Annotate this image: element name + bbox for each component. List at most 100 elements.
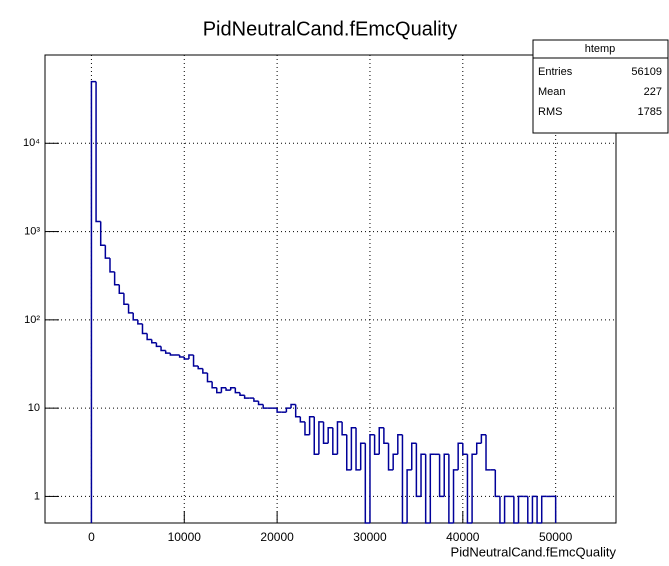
histogram-bin bbox=[359, 442, 366, 470]
histogram-bin bbox=[457, 442, 463, 470]
histogram-bin bbox=[164, 350, 171, 354]
histogram-bin bbox=[318, 421, 324, 455]
histogram-bin bbox=[141, 323, 148, 335]
histogram-bin bbox=[257, 401, 264, 406]
histogram-bin bbox=[327, 426, 333, 444]
histogram-bin bbox=[387, 443, 394, 471]
y-tick-label: 10² bbox=[24, 314, 40, 326]
x-tick-label: 20000 bbox=[260, 530, 294, 544]
histogram-bin bbox=[499, 496, 505, 524]
histogram-bin bbox=[448, 454, 454, 524]
histogram-bin bbox=[517, 495, 524, 523]
stats-value: 56109 bbox=[631, 66, 662, 78]
histogram-bin bbox=[415, 443, 422, 498]
histogram-bin bbox=[313, 416, 319, 456]
histogram-bin bbox=[123, 293, 129, 306]
histogram-bin bbox=[155, 342, 162, 348]
histogram-bin bbox=[373, 434, 380, 456]
histogram-bin bbox=[332, 427, 338, 456]
histogram-bin bbox=[225, 387, 231, 391]
histogram-bin bbox=[104, 245, 110, 259]
x-tick-label: 0 bbox=[88, 530, 95, 544]
histogram-bin bbox=[531, 495, 538, 523]
histogram-bin bbox=[90, 80, 97, 523]
histogram-bin bbox=[262, 404, 268, 409]
histogram-bin bbox=[443, 453, 449, 497]
histogram-bin bbox=[95, 81, 101, 223]
histogram-bin bbox=[345, 434, 352, 471]
histogram-bin bbox=[206, 373, 213, 383]
stats-title: htemp bbox=[585, 43, 616, 55]
chart-title: PidNeutralCand.fEmcQuality bbox=[203, 18, 458, 40]
histogram-bin bbox=[355, 427, 361, 471]
histogram-bin bbox=[178, 354, 185, 358]
histogram-bin bbox=[420, 453, 426, 497]
histogram-bin bbox=[392, 453, 398, 470]
histogram-bin bbox=[304, 421, 310, 436]
histogram-bin bbox=[397, 433, 403, 455]
histogram-bin bbox=[452, 469, 459, 523]
histogram-bin bbox=[308, 415, 315, 435]
histogram-bin bbox=[410, 442, 417, 470]
histogram-bin bbox=[169, 353, 175, 356]
histogram-bin bbox=[475, 442, 482, 455]
histogram-bin bbox=[401, 434, 408, 524]
histogram-bin bbox=[113, 271, 120, 286]
histogram-bin bbox=[146, 333, 152, 341]
histogram-bin bbox=[290, 403, 296, 409]
stats-value: 227 bbox=[644, 86, 662, 98]
stats-label: Entries bbox=[538, 66, 573, 78]
histogram-bin bbox=[243, 395, 250, 399]
x-tick-label: 40000 bbox=[446, 530, 480, 544]
histogram-bin bbox=[494, 469, 500, 498]
histogram-bin bbox=[188, 354, 194, 360]
histogram-bin bbox=[503, 495, 510, 523]
histogram-bin bbox=[480, 433, 487, 444]
plot-frame bbox=[44, 54, 617, 524]
histogram-bin bbox=[462, 443, 468, 456]
histogram-bin bbox=[471, 453, 477, 523]
histogram-bin bbox=[183, 356, 189, 360]
histogram-bin bbox=[118, 284, 124, 295]
stats-frame bbox=[532, 39, 669, 134]
y-tick-label: 10⁴ bbox=[23, 137, 40, 149]
histogram-bin bbox=[192, 354, 199, 367]
histogram-bin bbox=[211, 381, 217, 389]
histogram-bin bbox=[364, 443, 370, 524]
histogram-bin bbox=[253, 398, 259, 402]
histogram-bin bbox=[197, 366, 203, 370]
histogram-bin bbox=[466, 454, 473, 524]
histogram-bin bbox=[424, 454, 431, 524]
histogram-bin bbox=[513, 496, 519, 524]
y-tick-label: 1 bbox=[34, 490, 40, 502]
histogram-bin bbox=[438, 454, 445, 498]
histogram-bin bbox=[202, 368, 208, 374]
stats-box: htemp Entries 56109 Mean 227 RMS 1785 bbox=[532, 39, 669, 134]
stats-value: 1785 bbox=[638, 106, 662, 118]
histogram-bin bbox=[109, 258, 115, 273]
histogram-bin bbox=[151, 339, 157, 344]
histogram-bin bbox=[137, 319, 143, 325]
histogram-bin bbox=[350, 426, 357, 470]
histogram-bin bbox=[160, 346, 166, 352]
histogram-bin bbox=[406, 469, 412, 523]
histogram-bin bbox=[132, 312, 138, 321]
histogram-bin bbox=[429, 453, 435, 523]
histogram-bin bbox=[285, 407, 292, 413]
histogram-bin bbox=[294, 404, 301, 418]
histogram-bin bbox=[276, 408, 282, 413]
stats-label: RMS bbox=[538, 106, 562, 118]
histogram-bin bbox=[299, 416, 305, 423]
y-tick-label: 10 bbox=[28, 402, 40, 414]
histogram-bin bbox=[322, 421, 329, 445]
histogram-bin bbox=[551, 495, 557, 523]
x-tick-label: 30000 bbox=[353, 530, 387, 544]
histogram-bin bbox=[527, 496, 533, 524]
histogram-bin bbox=[485, 434, 491, 471]
histogram-bin bbox=[229, 387, 236, 391]
x-tick-label: 10000 bbox=[168, 530, 202, 544]
histogram-bin bbox=[234, 387, 240, 394]
histogram-bin bbox=[540, 495, 547, 523]
y-tick-label: 10³ bbox=[24, 225, 40, 237]
histogram-bin bbox=[216, 387, 222, 394]
